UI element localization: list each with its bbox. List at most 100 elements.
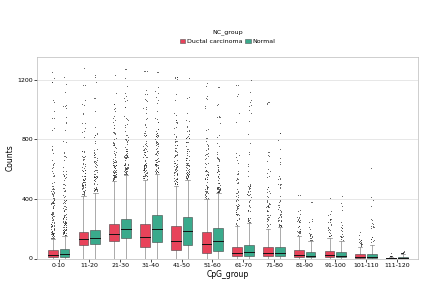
Point	[215, 186, 222, 190]
Point	[276, 221, 283, 226]
Point	[122, 67, 128, 72]
Point	[51, 198, 58, 202]
Point	[61, 198, 67, 203]
Point	[122, 155, 129, 159]
Point	[186, 171, 192, 176]
Point	[61, 103, 68, 108]
Point	[80, 128, 87, 133]
Point	[62, 233, 69, 237]
Point	[185, 158, 192, 162]
Point	[235, 180, 242, 184]
Point	[81, 190, 88, 194]
Point	[112, 174, 118, 178]
Point	[48, 190, 55, 195]
Point	[184, 152, 190, 157]
Point	[203, 194, 210, 198]
Point	[203, 194, 210, 199]
Point	[387, 254, 393, 259]
Point	[266, 201, 273, 205]
Point	[91, 96, 98, 101]
Point	[186, 136, 192, 141]
Point	[215, 177, 222, 182]
Point	[202, 153, 209, 158]
Point	[215, 85, 222, 89]
Point	[234, 203, 241, 208]
Point	[112, 73, 119, 77]
Point	[233, 198, 240, 203]
Point	[296, 219, 302, 223]
Point	[245, 209, 251, 213]
Point	[307, 234, 314, 239]
Point	[123, 172, 130, 176]
Point	[143, 174, 150, 178]
Point	[48, 188, 55, 193]
Point	[185, 175, 192, 179]
Point	[142, 166, 149, 171]
Point	[92, 125, 98, 130]
Point	[296, 223, 303, 228]
Point	[295, 225, 302, 229]
Point	[122, 167, 129, 171]
Point	[338, 225, 345, 229]
Point	[154, 119, 161, 124]
Point	[327, 209, 334, 214]
Point	[81, 183, 88, 187]
Point	[172, 153, 179, 157]
Point	[234, 217, 241, 222]
Point	[247, 103, 254, 107]
Point	[50, 201, 56, 206]
Point	[215, 176, 222, 180]
Point	[48, 230, 55, 235]
Point	[213, 135, 220, 139]
Point	[174, 172, 181, 176]
Point	[140, 166, 147, 170]
Point	[123, 171, 130, 176]
Point	[205, 151, 212, 155]
Point	[183, 136, 190, 140]
Point	[112, 158, 119, 162]
Point	[109, 176, 116, 181]
Point	[59, 228, 66, 233]
Point	[141, 167, 148, 172]
Y-axis label: Counts: Counts	[6, 144, 14, 171]
Point	[264, 204, 271, 208]
Point	[78, 164, 85, 169]
Point	[121, 105, 128, 109]
Point	[91, 187, 98, 191]
Point	[93, 173, 100, 178]
Point	[277, 183, 284, 188]
Point	[275, 206, 282, 211]
Point	[244, 192, 251, 197]
Point	[246, 193, 253, 197]
Point	[91, 147, 98, 152]
Point	[155, 159, 162, 163]
Point	[173, 166, 179, 170]
Point	[276, 146, 283, 151]
Point	[90, 178, 97, 182]
Point	[142, 164, 149, 169]
Point	[183, 156, 190, 161]
Point	[185, 164, 192, 168]
Point	[92, 164, 98, 168]
Point	[143, 117, 150, 122]
Point	[185, 154, 192, 158]
Point	[49, 213, 56, 218]
Point	[49, 232, 56, 237]
Point	[122, 122, 128, 127]
Point	[202, 176, 209, 181]
Point	[171, 160, 178, 165]
Point	[141, 123, 148, 128]
Point	[81, 174, 88, 179]
Point	[297, 219, 304, 224]
Point	[326, 231, 333, 235]
Point	[276, 223, 283, 228]
Point	[140, 168, 147, 172]
Point	[81, 178, 87, 183]
Point	[276, 208, 283, 212]
Point	[110, 140, 117, 145]
Point	[173, 153, 180, 157]
Point	[62, 223, 69, 227]
Point	[217, 186, 223, 190]
Point	[91, 175, 98, 179]
Point	[244, 219, 251, 223]
